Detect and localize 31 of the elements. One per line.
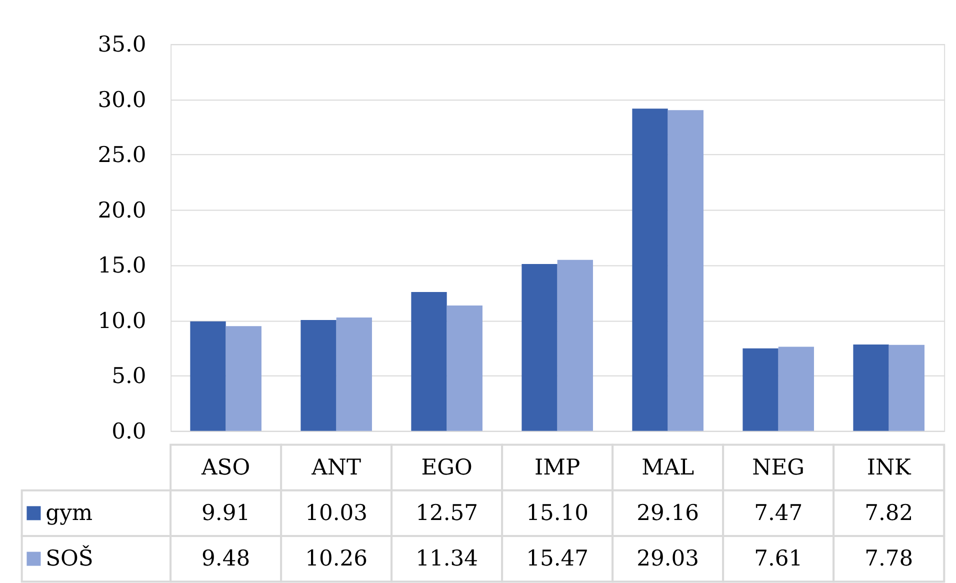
x-tick-label: ASO xyxy=(200,456,250,480)
data-label: 9.91 xyxy=(202,501,250,526)
legend-label: gym xyxy=(46,501,93,526)
data-label: 10.26 xyxy=(305,546,368,572)
x-tick-label: NEG xyxy=(752,456,805,480)
x-tick-label: MAL xyxy=(642,456,694,480)
data-label: 10.03 xyxy=(305,501,368,526)
y-tick-label: 0.0 xyxy=(112,419,146,444)
data-label: 12.57 xyxy=(416,501,478,526)
y-tick-label: 30.0 xyxy=(98,88,146,113)
x-tick-label: EGO xyxy=(421,456,472,480)
y-tick-label: 35.0 xyxy=(98,32,146,58)
data-label: 15.10 xyxy=(526,501,589,526)
data-label: 7.82 xyxy=(864,501,914,526)
y-tick-label: 20.0 xyxy=(98,198,146,224)
x-tick-label: IMP xyxy=(534,456,580,480)
data-label: 7.61 xyxy=(754,546,803,572)
data-label: 7.47 xyxy=(754,501,803,526)
data-label: 29.03 xyxy=(636,546,700,572)
data-label: 29.16 xyxy=(636,501,700,526)
y-tick-label: 5.0 xyxy=(112,364,146,390)
legend-label: SOŠ xyxy=(46,544,94,572)
data-label: 9.48 xyxy=(202,546,250,572)
y-tick-label: 15.0 xyxy=(98,254,146,279)
y-tick-label: 10.0 xyxy=(98,308,146,334)
data-label: 7.78 xyxy=(864,546,914,572)
x-tick-label: INK xyxy=(866,456,912,480)
data-label: 11.34 xyxy=(416,546,478,572)
x-tick-label: ANT xyxy=(310,456,362,480)
y-tick-label: 25.0 xyxy=(98,143,146,168)
data-label: 15.47 xyxy=(526,546,589,572)
